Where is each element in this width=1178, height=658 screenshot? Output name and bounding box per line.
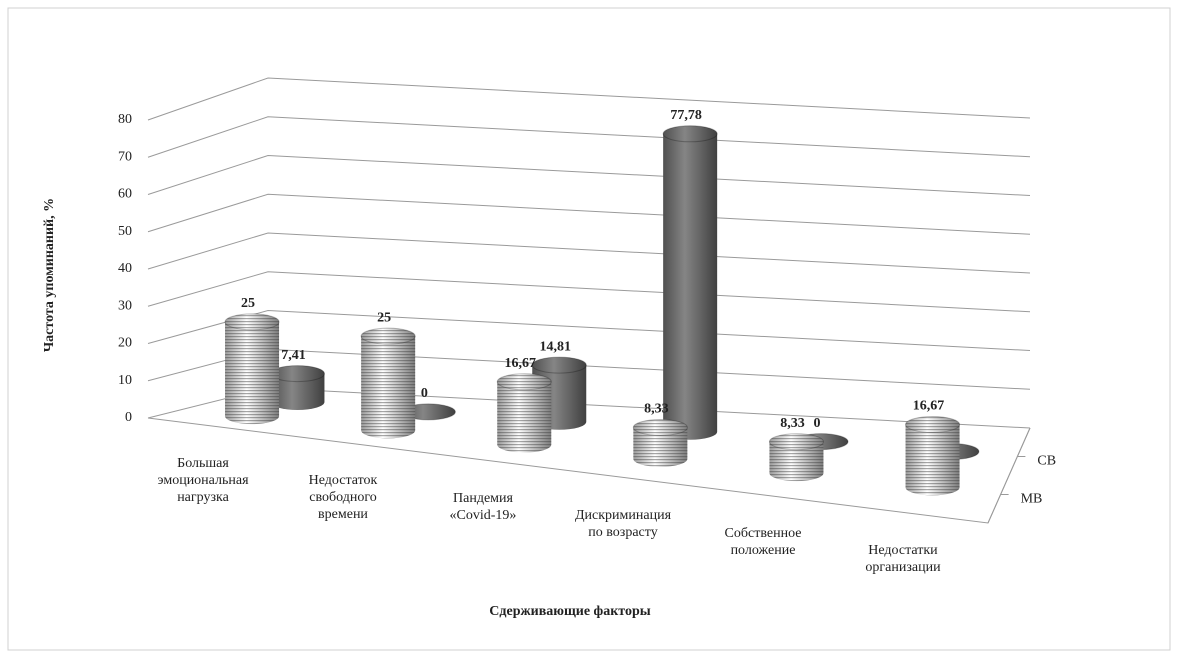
cylinder-top [662,125,718,143]
data-label: 0 [421,386,428,401]
data-label: 77,78 [670,108,702,123]
cylinder-stripes [361,336,416,439]
legend-label: СВ [1037,454,1056,469]
x-tick-label: Дискриминация по возрасту [574,508,672,541]
y-tick-label: 30 [118,298,132,313]
cylinder-top-stripes [497,373,552,390]
cylinder [632,418,688,467]
cylinder-stripes [633,427,688,467]
y-tick-label: 40 [118,261,132,276]
data-label: 7,41 [281,348,306,363]
cylinder-top-stripes [361,328,416,345]
data-label: 25 [241,296,255,311]
x-tick-label: Пандемия «Covid-19» [449,490,517,523]
data-label: 25 [377,310,391,325]
y-tick-label: 10 [118,373,132,388]
y-tick-label: 80 [118,112,132,127]
data-label: 16,67 [505,356,537,371]
grid-line [147,309,1031,351]
grid-line [147,116,1031,158]
data-label: 14,81 [540,339,572,354]
cylinder-stripes [497,381,552,453]
cylinder [905,416,961,496]
x-tick-label: Собственное положение [724,525,802,558]
cylinder [662,125,718,440]
x-tick-label: Недостатки организации [865,543,941,576]
data-label: 8,33 [644,402,669,417]
x-tick-label: Недостаток свободного времени [308,473,378,523]
depth-axis [987,427,1031,524]
cylinder [269,365,325,410]
grid-line [147,193,1031,235]
grid-line [147,232,1031,274]
data-label: 16,67 [913,399,945,414]
cylinder-top-stripes [225,313,280,330]
x-axis-title: Сдерживающие факторы [489,604,651,619]
y-tick-label: 0 [125,410,132,425]
cylinder-body [663,133,718,440]
cylinder-body [270,373,325,410]
y-tick-label: 20 [118,336,132,351]
grid-line [147,271,1031,313]
cylinder [496,373,552,453]
frame [7,7,1171,651]
cylinder-top [531,356,587,374]
data-label: 8,33 [780,416,805,431]
cylinder-stripes [225,321,280,425]
y-tick-label: 60 [118,187,132,202]
y-axis-title: Частота упоминаний, % [42,198,57,352]
cylinder [224,313,280,425]
cylinder-top-stripes [769,433,824,450]
cylinder [360,327,416,439]
cylinder-stripes [769,441,824,482]
cylinder [768,433,824,482]
cylinder-top-stripes [905,416,960,433]
x-tick-label: Большая эмоциональная нагрузка [157,455,249,505]
grid-line [147,77,1031,121]
data-label: 0 [814,416,821,431]
legend-label: МВ [1021,492,1043,507]
y-tick-label: 50 [118,224,132,239]
cylinder-top-stripes [633,419,688,436]
y-tick-label: 70 [118,149,132,164]
cylinder-stripes [905,424,960,496]
grid-line [147,154,1031,196]
